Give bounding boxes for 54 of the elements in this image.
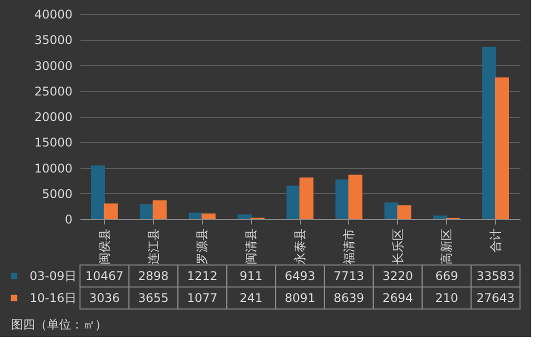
data-label: 6493	[284, 269, 316, 283]
x-tick-label: 闽清县	[244, 228, 258, 264]
x-tick-label: 高新区	[440, 228, 454, 264]
y-tick-label: 0	[64, 212, 72, 226]
bar	[348, 174, 362, 219]
bar	[433, 216, 448, 219]
bar	[494, 77, 509, 219]
bar	[384, 202, 398, 219]
data-label: 210	[435, 291, 458, 305]
y-tick-label: 25000	[34, 84, 72, 98]
bar	[140, 204, 154, 219]
y-tick-label: 15000	[34, 136, 72, 150]
bar	[299, 178, 314, 219]
y-tick-label: 40000	[34, 8, 72, 22]
bar	[91, 165, 106, 219]
data-label: 3655	[138, 291, 169, 305]
bar	[397, 205, 412, 219]
y-tick-label: 10000	[34, 161, 72, 176]
data-label: 3220	[382, 269, 414, 283]
bar	[152, 200, 167, 219]
data-label: 3036	[89, 291, 120, 305]
data-label: 7713	[334, 269, 364, 283]
data-label: 241	[240, 291, 263, 305]
bar	[202, 213, 216, 219]
x-tick-label: 闽侯县	[97, 228, 112, 264]
legend-label: 03-09日	[30, 269, 76, 283]
x-tick-label: 永泰县	[293, 228, 307, 264]
data-label: 27643	[476, 291, 515, 305]
bar	[104, 203, 118, 219]
y-tick-label: 5000	[42, 186, 72, 201]
bar	[286, 186, 301, 219]
data-label: 1077	[186, 291, 218, 305]
x-tick-label: 合计	[488, 228, 503, 252]
legend-label: 10-16日	[30, 291, 76, 305]
data-label: 2694	[382, 291, 414, 305]
y-tick-label: 30000	[34, 58, 72, 73]
data-label: 33583	[476, 269, 515, 283]
data-label: 2898	[138, 269, 169, 283]
data-label: 911	[240, 269, 263, 283]
x-tick-label: 长乐区	[390, 228, 405, 264]
y-tick-label: 35000	[34, 33, 72, 48]
y-tick-label: 20000	[34, 110, 72, 124]
data-label: 8639	[334, 291, 364, 305]
text: 图四（单位：㎡）	[10, 318, 107, 332]
data-label: 1212	[186, 269, 218, 283]
bar	[482, 46, 496, 219]
bar	[238, 214, 252, 219]
x-tick-label: 连江县	[146, 228, 160, 264]
x-tick-label: 福清市	[342, 228, 356, 264]
data-label: 669	[435, 269, 458, 283]
data-label: 10467	[85, 269, 124, 283]
data-label: 8091	[284, 291, 316, 305]
x-tick-label: 罗源县	[195, 228, 210, 264]
bar	[335, 179, 350, 219]
